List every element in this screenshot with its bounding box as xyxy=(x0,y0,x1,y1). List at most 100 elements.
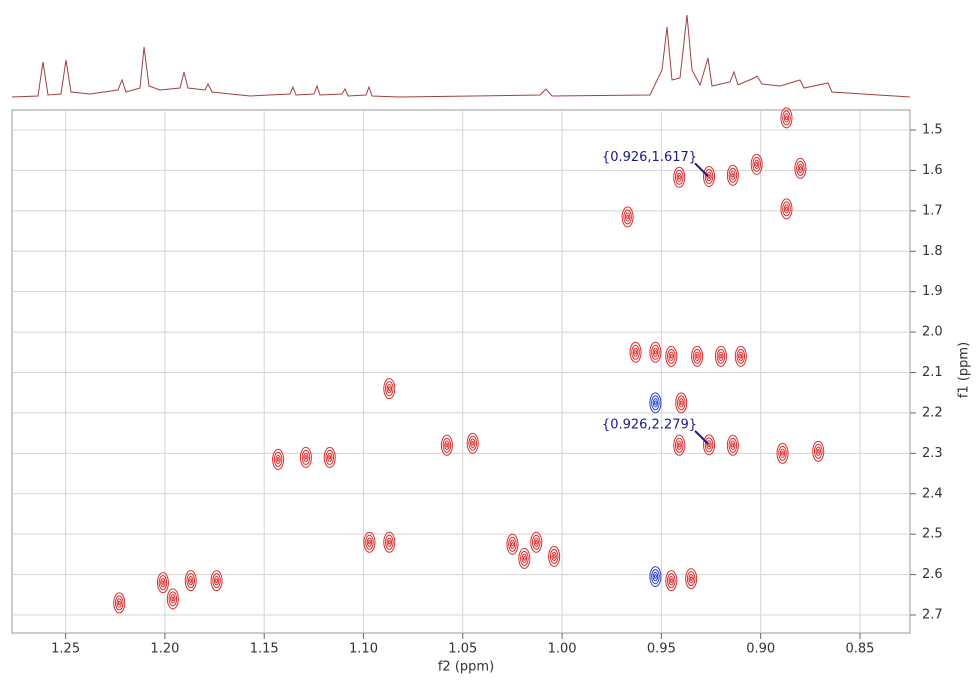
contour-ring xyxy=(299,446,312,468)
contour-ring xyxy=(325,449,335,465)
contour-ring xyxy=(692,348,702,364)
contour-ring xyxy=(695,354,699,359)
contour-ring xyxy=(714,345,727,367)
contour-ring xyxy=(668,575,675,586)
peak-contour xyxy=(714,345,727,367)
annotation-arrow xyxy=(694,430,709,445)
contour-ring xyxy=(168,591,178,607)
peak-contour xyxy=(518,547,531,569)
peak-contour xyxy=(363,531,376,553)
contour-ring xyxy=(445,442,449,448)
contour-ring xyxy=(548,545,561,567)
contour-ring xyxy=(707,442,711,448)
y-tick-label: 1.8 xyxy=(922,244,943,259)
peak-contour xyxy=(776,442,789,464)
contour-ring xyxy=(691,345,704,367)
contour-ring xyxy=(674,169,684,185)
contour-ring xyxy=(629,341,642,363)
y-tick-label: 2.2 xyxy=(922,405,943,420)
contour-ring xyxy=(212,573,221,589)
y-tick-label: 2.7 xyxy=(922,608,943,623)
x-axis-label: f2 (ppm) xyxy=(438,660,494,675)
contour-ring xyxy=(303,452,309,463)
contour-ring xyxy=(781,451,784,456)
contour-ring xyxy=(738,351,744,362)
contour-ring xyxy=(166,588,179,610)
contour-ring xyxy=(383,531,396,553)
contour-ring xyxy=(783,113,790,123)
contour-ring xyxy=(383,378,396,400)
contour-ring xyxy=(778,445,787,461)
contour-ring xyxy=(798,166,802,171)
peak-contour xyxy=(675,392,688,414)
contour-ring xyxy=(213,575,220,586)
contour-ring xyxy=(520,550,529,566)
contour-ring xyxy=(654,350,657,355)
contour-ring xyxy=(651,569,660,585)
x-tick-label: 1.10 xyxy=(349,642,378,657)
contour-ring xyxy=(731,172,735,178)
peak-contour xyxy=(794,157,807,179)
peak-contour xyxy=(629,341,642,363)
contour-ring xyxy=(327,452,333,463)
contour-ring xyxy=(694,351,700,362)
peak-contour xyxy=(272,448,285,470)
peak-contour xyxy=(703,165,716,187)
contour-ring xyxy=(386,383,393,394)
y-tick-label: 1.6 xyxy=(922,163,943,178)
contour-ring xyxy=(728,437,738,453)
peak-contour xyxy=(649,566,662,588)
contour-ring xyxy=(685,568,698,590)
peak-contour xyxy=(673,166,686,188)
x-tick-label: 1.00 xyxy=(548,642,577,657)
x-tick-label: 1.05 xyxy=(448,642,477,657)
contour-ring xyxy=(734,345,747,367)
contour-ring xyxy=(160,577,166,588)
contour-ring xyxy=(533,537,539,547)
peak-contour xyxy=(691,345,704,367)
peak-contour xyxy=(184,570,197,592)
peak-contour xyxy=(166,588,179,610)
contour-ring xyxy=(673,434,686,456)
contour-ring xyxy=(471,440,475,446)
contour-ring xyxy=(676,440,682,450)
peak-contour xyxy=(812,440,825,462)
contour-ring xyxy=(531,534,541,550)
contour-ring xyxy=(440,434,453,456)
contour-ring xyxy=(654,574,657,579)
peak-contour xyxy=(383,531,396,553)
y-tick-label: 2.3 xyxy=(922,446,943,461)
contour-ring xyxy=(511,541,514,547)
contour-ring xyxy=(776,442,789,464)
contour-ring xyxy=(707,174,711,179)
contour-ring xyxy=(624,212,631,222)
contour-ring xyxy=(731,442,735,448)
peak-contour xyxy=(506,533,519,555)
contour-ring xyxy=(782,201,791,217)
contour-ring xyxy=(161,580,165,585)
contour-ring xyxy=(521,553,528,564)
x-tick-label: 0.95 xyxy=(647,642,676,657)
y-axis-label: f1 (ppm) xyxy=(957,342,972,398)
peak-contour xyxy=(299,446,312,468)
contour-ring xyxy=(667,573,676,589)
contour-ring xyxy=(301,449,311,465)
contour-ring xyxy=(716,348,726,364)
contour-ring xyxy=(673,166,686,188)
contour-ring xyxy=(665,345,678,367)
contour-ring xyxy=(651,395,660,411)
contour-ring xyxy=(551,551,557,562)
contour-ring xyxy=(509,539,516,549)
contour-ring xyxy=(813,443,823,459)
y-tick-label: 2.1 xyxy=(922,365,943,380)
contour-ring xyxy=(652,571,659,582)
contour-ring xyxy=(117,600,121,606)
contour-ring xyxy=(186,573,196,589)
annotation: {0.926,1.617} xyxy=(602,150,697,165)
x-tick-label: 1.25 xyxy=(51,642,80,657)
contour-ring xyxy=(530,531,543,553)
contour-ring xyxy=(665,570,678,592)
contour-ring xyxy=(676,395,686,411)
contour-ring xyxy=(689,576,693,581)
peak-contour xyxy=(734,345,747,367)
